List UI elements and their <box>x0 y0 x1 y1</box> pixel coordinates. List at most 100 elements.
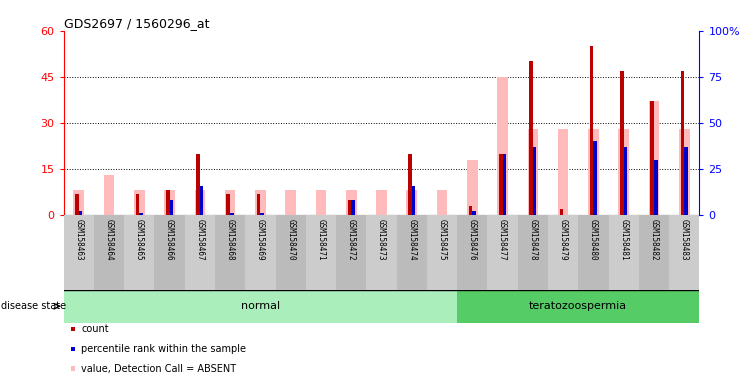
Text: GSM158473: GSM158473 <box>377 219 386 260</box>
Bar <box>64 290 457 323</box>
Text: GSM158474: GSM158474 <box>407 219 416 260</box>
Bar <box>679 129 690 215</box>
Bar <box>457 290 699 323</box>
Bar <box>165 190 175 215</box>
Bar <box>518 215 548 290</box>
Bar <box>589 46 593 215</box>
Bar <box>200 185 203 215</box>
Bar <box>427 215 457 290</box>
Bar <box>669 215 699 290</box>
Bar <box>649 101 659 215</box>
Bar <box>134 190 144 215</box>
Text: disease state: disease state <box>1 301 67 311</box>
Bar <box>396 215 427 290</box>
Text: GSM158480: GSM158480 <box>589 219 598 260</box>
Bar <box>411 185 415 215</box>
Bar <box>166 190 170 215</box>
Text: GSM158469: GSM158469 <box>256 219 265 260</box>
Bar <box>306 215 336 290</box>
Bar <box>154 215 185 290</box>
Bar <box>548 215 578 290</box>
Text: GSM158476: GSM158476 <box>468 219 476 260</box>
Bar <box>346 190 357 215</box>
Bar <box>336 215 367 290</box>
Bar <box>396 215 427 290</box>
Bar <box>497 77 508 215</box>
Bar <box>503 154 506 215</box>
Bar <box>285 190 296 215</box>
Bar <box>230 213 233 215</box>
Text: GSM158479: GSM158479 <box>559 219 568 260</box>
Text: GSM158463: GSM158463 <box>74 219 83 260</box>
Bar <box>472 211 476 215</box>
Bar <box>467 178 478 215</box>
Bar <box>376 190 387 215</box>
Bar <box>533 147 536 215</box>
Bar <box>497 132 508 215</box>
Bar <box>185 215 215 290</box>
Text: percentile rank within the sample: percentile rank within the sample <box>82 344 246 354</box>
Text: GSM158482: GSM158482 <box>649 219 658 260</box>
Bar <box>578 215 609 290</box>
Bar <box>639 215 669 290</box>
Text: value, Detection Call = ABSENT: value, Detection Call = ABSENT <box>82 364 236 374</box>
Bar <box>624 147 628 215</box>
Bar <box>196 154 200 215</box>
Bar <box>135 194 139 215</box>
Bar <box>406 190 417 215</box>
Bar <box>558 169 568 215</box>
Bar <box>527 129 538 215</box>
Bar <box>245 215 275 290</box>
Bar <box>679 165 690 215</box>
Bar <box>684 147 688 215</box>
Bar <box>170 200 174 215</box>
Bar <box>104 175 114 215</box>
Bar <box>518 215 548 290</box>
Bar <box>94 215 124 290</box>
Bar <box>215 215 245 290</box>
Text: GDS2697 / 1560296_at: GDS2697 / 1560296_at <box>64 17 209 30</box>
Bar <box>194 190 205 215</box>
Bar <box>124 215 154 290</box>
Bar <box>527 160 538 215</box>
Bar <box>275 215 306 290</box>
Bar <box>560 209 563 215</box>
Bar <box>275 215 306 290</box>
Bar <box>348 200 352 215</box>
Text: GSM158478: GSM158478 <box>528 219 537 260</box>
Bar <box>588 129 598 215</box>
Bar <box>488 215 518 290</box>
Text: GSM158481: GSM158481 <box>619 219 628 260</box>
Bar <box>530 61 533 215</box>
Bar <box>316 190 326 215</box>
Bar <box>681 71 684 215</box>
Bar <box>255 190 266 215</box>
Bar <box>215 215 245 290</box>
Bar <box>225 190 236 215</box>
Bar <box>79 211 82 215</box>
Bar <box>367 215 396 290</box>
Bar <box>457 215 488 290</box>
Text: count: count <box>82 324 108 334</box>
Text: GSM158475: GSM158475 <box>438 219 447 260</box>
Bar <box>260 213 264 215</box>
Bar <box>609 215 639 290</box>
Text: GSM158468: GSM158468 <box>226 219 235 260</box>
Bar <box>499 154 503 215</box>
Bar <box>139 213 143 215</box>
Text: GSM158472: GSM158472 <box>347 219 356 260</box>
Bar <box>154 215 185 290</box>
Bar <box>469 206 472 215</box>
Bar <box>650 101 654 215</box>
Text: GSM158470: GSM158470 <box>286 219 295 260</box>
Bar <box>593 141 597 215</box>
Bar <box>558 129 568 215</box>
Bar <box>257 194 260 215</box>
Bar <box>408 154 411 215</box>
Bar <box>619 165 629 215</box>
Bar <box>437 200 447 215</box>
Bar <box>578 215 609 290</box>
Text: normal: normal <box>241 301 280 311</box>
Bar <box>639 215 669 290</box>
Bar <box>94 215 124 290</box>
